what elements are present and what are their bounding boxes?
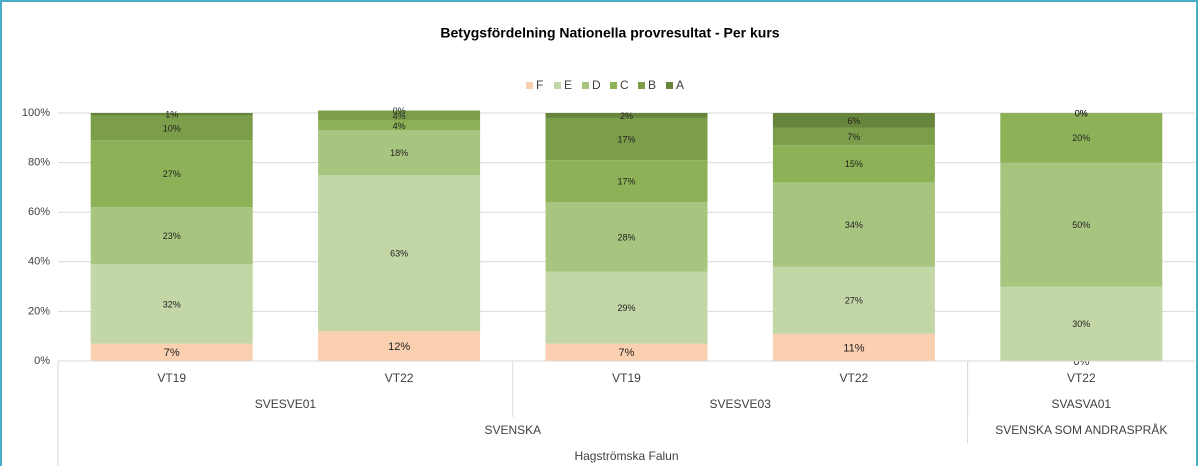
data-label: 27% [845,296,863,306]
data-label: 12% [388,341,410,353]
bar-segment [1000,113,1163,163]
data-label: 63% [390,248,408,258]
legend-label: E [564,78,572,92]
data-label: 23% [163,231,181,241]
bar-segment [318,331,481,361]
bar-segment [90,207,253,265]
legend-swatch [526,82,533,89]
data-label: 32% [163,299,181,309]
data-label: 18% [390,148,408,158]
data-label: 0% [1075,108,1088,118]
bar-segment [772,127,935,146]
data-label: 10% [163,123,181,133]
legend-swatch [610,82,617,89]
group-label: SVENSKA [484,423,541,437]
legend-label: F [536,78,543,92]
y-tick-label: 80% [28,157,50,169]
group-label: SVESVE01 [255,397,317,411]
y-tick-label: 60% [28,206,50,218]
data-label: 17% [617,134,635,144]
legend-swatch [582,82,589,89]
data-label: 7% [847,132,860,142]
legend-label: D [592,78,601,92]
bar-segment [545,343,708,361]
group-label: SVASVA01 [1052,397,1112,411]
x-tick-label: VT22 [840,371,869,385]
y-tick-label: 20% [28,305,50,317]
data-label: 0% [1075,108,1088,118]
x-tick-label: VT19 [612,371,641,385]
bar-segment [772,182,935,267]
data-label: 7% [619,347,635,359]
data-label: 17% [617,177,635,187]
data-label: 50% [1072,220,1090,230]
bar-segment [1000,162,1163,287]
group-label: SVESVE03 [710,397,772,411]
data-label: 30% [1072,319,1090,329]
x-tick-label: VT19 [157,371,186,385]
legend-label: B [648,78,656,92]
group-label: Hagströmska Falun [574,449,678,463]
data-label: 27% [163,169,181,179]
bar-segment [318,130,481,175]
data-label: 15% [845,159,863,169]
legend-label: C [620,78,629,92]
bar-segment [545,202,708,272]
legend-swatch [554,82,561,89]
data-label: 29% [617,303,635,313]
data-label: 4% [393,111,406,121]
data-label: 2% [620,111,633,121]
data-label: 7% [164,347,180,359]
data-label: 34% [845,220,863,230]
bar-segment [90,115,253,141]
bar-segment [1000,286,1163,361]
bar-segment [545,271,708,344]
group-label: SVENSKA SOM ANDRASPRÅK [995,422,1167,437]
data-label: 0% [393,106,406,116]
x-tick-label: VT22 [385,371,414,385]
bar-segment [90,113,253,116]
chart-title: Betygsfördelning Nationella provresultat… [440,25,779,41]
data-label: 28% [617,232,635,242]
bar-segment [545,113,708,118]
bar-segment [545,117,708,161]
legend-swatch [666,82,673,89]
bar-segment [90,140,253,208]
data-label: 6% [847,116,860,126]
bar-segment [90,264,253,344]
y-tick-label: 40% [28,256,50,268]
bar-segment [772,145,935,183]
data-label: 4% [393,121,406,131]
legend-swatch [638,82,645,89]
y-tick-label: 0% [34,355,50,367]
bar-segment [772,266,935,334]
bar-segment [318,120,481,131]
y-tick-label: 100% [22,107,50,119]
bar-segment [318,110,481,121]
data-label: 20% [1072,133,1090,143]
bar-segment [772,113,935,128]
data-label: 1% [165,110,178,120]
bar-segment [90,343,253,361]
legend-label: A [676,78,684,92]
bar-segment [772,333,935,361]
x-tick-label: VT22 [1067,371,1096,385]
bar-segment [545,160,708,203]
data-label: 11% [843,342,864,354]
bar-segment [318,175,481,332]
